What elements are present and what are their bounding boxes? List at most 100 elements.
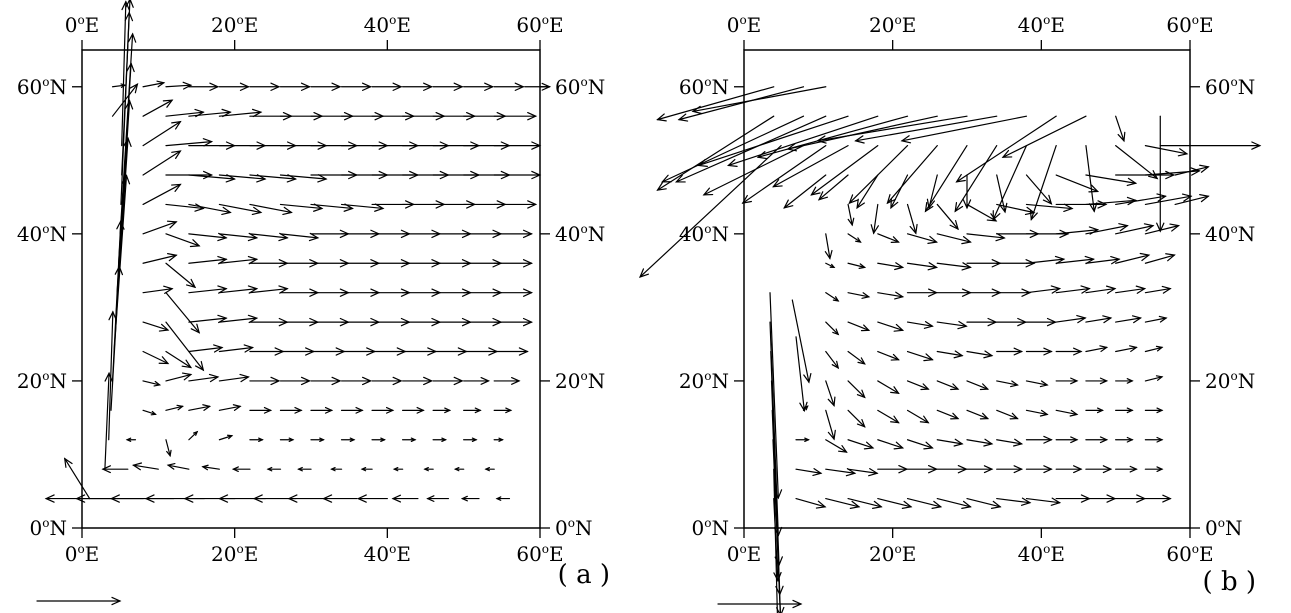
vector-arrow — [1025, 255, 1066, 265]
x-tick-label-bottom: 20oE — [869, 542, 916, 566]
degree-mark: o — [704, 369, 711, 383]
y-tick-label-right: 40oN — [555, 222, 605, 246]
vector-arrow — [142, 120, 182, 147]
vector-arrow — [493, 170, 542, 180]
vector-arrow — [996, 409, 1019, 420]
vector-arrow — [1115, 223, 1155, 235]
vector-arrow — [1085, 174, 1138, 187]
vector-arrow — [825, 262, 836, 269]
vector-arrow — [1085, 377, 1109, 385]
vector-arrow — [188, 285, 228, 294]
vector-arrow — [310, 437, 325, 443]
vector-arrow — [1115, 170, 1176, 180]
x-tick-label-bottom: 60oE — [1166, 542, 1213, 566]
degree-mark: o — [1230, 222, 1237, 236]
vector-arrow — [966, 259, 1002, 268]
vector-arrow — [877, 262, 905, 271]
vector-arrow — [697, 115, 849, 167]
vector-arrow — [310, 347, 346, 356]
degree-mark: o — [704, 516, 711, 530]
vector-arrow — [825, 380, 836, 407]
vector-arrow — [166, 462, 190, 470]
vector-arrow — [1115, 193, 1167, 206]
vector-arrow — [756, 115, 909, 160]
vector-arrow — [218, 82, 250, 91]
vector-arrow — [1085, 196, 1138, 206]
vector-arrow — [1115, 252, 1151, 264]
x-tick-label-top: 40oE — [1018, 13, 1065, 37]
vector-arrow — [906, 262, 939, 271]
vector-arrow — [906, 409, 930, 424]
x-tick-label-bottom-suffix: E — [747, 542, 762, 566]
x-tick-label-bottom-suffix: E — [549, 542, 564, 566]
degree-mark: o — [1043, 542, 1050, 556]
vector-arrow — [992, 145, 1028, 221]
vector-arrow — [877, 409, 900, 424]
x-tick-label-top-suffix: E — [1050, 13, 1065, 37]
vector-arrow — [121, 0, 130, 147]
vector-arrow — [330, 466, 343, 472]
y-tick-label-left: 20oN — [17, 369, 67, 393]
vector-arrow — [432, 407, 452, 414]
vector-arrow — [890, 174, 909, 210]
vector-arrow — [371, 437, 386, 443]
vector-arrow — [936, 409, 960, 420]
vector-arrow — [188, 404, 212, 411]
vector-arrow — [1144, 436, 1164, 443]
degree-mark: o — [1043, 13, 1050, 27]
vector-arrow — [279, 437, 295, 443]
reference-arrow — [36, 596, 122, 606]
x-tick-label-top-suffix: E — [1199, 13, 1214, 37]
y-tick-label-right-value: 60 — [555, 75, 580, 99]
vector-arrow — [936, 288, 972, 297]
x-tick-label-top-suffix: E — [549, 13, 564, 37]
x-tick-label-top-suffix: E — [747, 13, 762, 37]
vector-arrow — [453, 466, 465, 472]
vector-arrow — [1055, 285, 1091, 294]
vector-arrow — [310, 406, 334, 414]
vector-arrow — [493, 437, 504, 442]
y-tick-label-right-value: 20 — [1205, 369, 1230, 393]
vector-arrow — [1055, 494, 1091, 503]
vector-arrow — [432, 437, 448, 443]
vector-arrow — [1055, 377, 1079, 385]
y-tick-label-right-value: 0 — [555, 516, 568, 540]
y-tick-label-left: 20oN — [679, 369, 729, 393]
vector-arrow — [165, 203, 205, 212]
vector-arrow — [165, 138, 214, 147]
vector-arrow — [966, 409, 990, 420]
vector-arrow — [142, 380, 162, 387]
vector-arrow — [924, 145, 968, 213]
vector-arrow — [218, 203, 263, 216]
x-tick-label-top: 0oE — [65, 13, 100, 37]
y-tick-label-right-value: 40 — [1205, 222, 1230, 246]
y-tick-label-left: 0oN — [692, 516, 729, 540]
vector-arrow — [249, 437, 264, 443]
vector-arrow — [340, 203, 385, 212]
vector-arrow — [463, 376, 491, 385]
vector-arrow — [119, 32, 137, 235]
vector-arrow — [1115, 407, 1134, 414]
vector-arrow — [996, 380, 1019, 388]
vector-arrow — [1055, 314, 1087, 324]
x-tick-label-top: 20oE — [869, 13, 916, 37]
vector-arrow — [786, 115, 938, 152]
vector-arrow — [691, 86, 827, 115]
vector-arrow — [1115, 465, 1138, 473]
vector-arrow — [996, 174, 1008, 214]
vector-arrow — [966, 203, 998, 222]
vector-arrow — [1085, 223, 1129, 235]
vector-arrow — [1115, 345, 1138, 353]
degree-mark: o — [580, 369, 587, 383]
x-tick-label-bottom-suffix: E — [902, 542, 917, 566]
vector-arrow — [218, 255, 259, 265]
vector-arrow — [1085, 494, 1117, 503]
vector-arrow — [142, 285, 174, 294]
vector-arrow — [484, 466, 495, 472]
vector-arrow — [402, 376, 434, 386]
x-tick-label-bottom-suffix: E — [1199, 542, 1214, 566]
vector-arrow — [702, 145, 805, 196]
vector-arrow — [825, 439, 848, 453]
vector-arrow — [877, 380, 900, 394]
vector-arrow — [870, 203, 879, 235]
